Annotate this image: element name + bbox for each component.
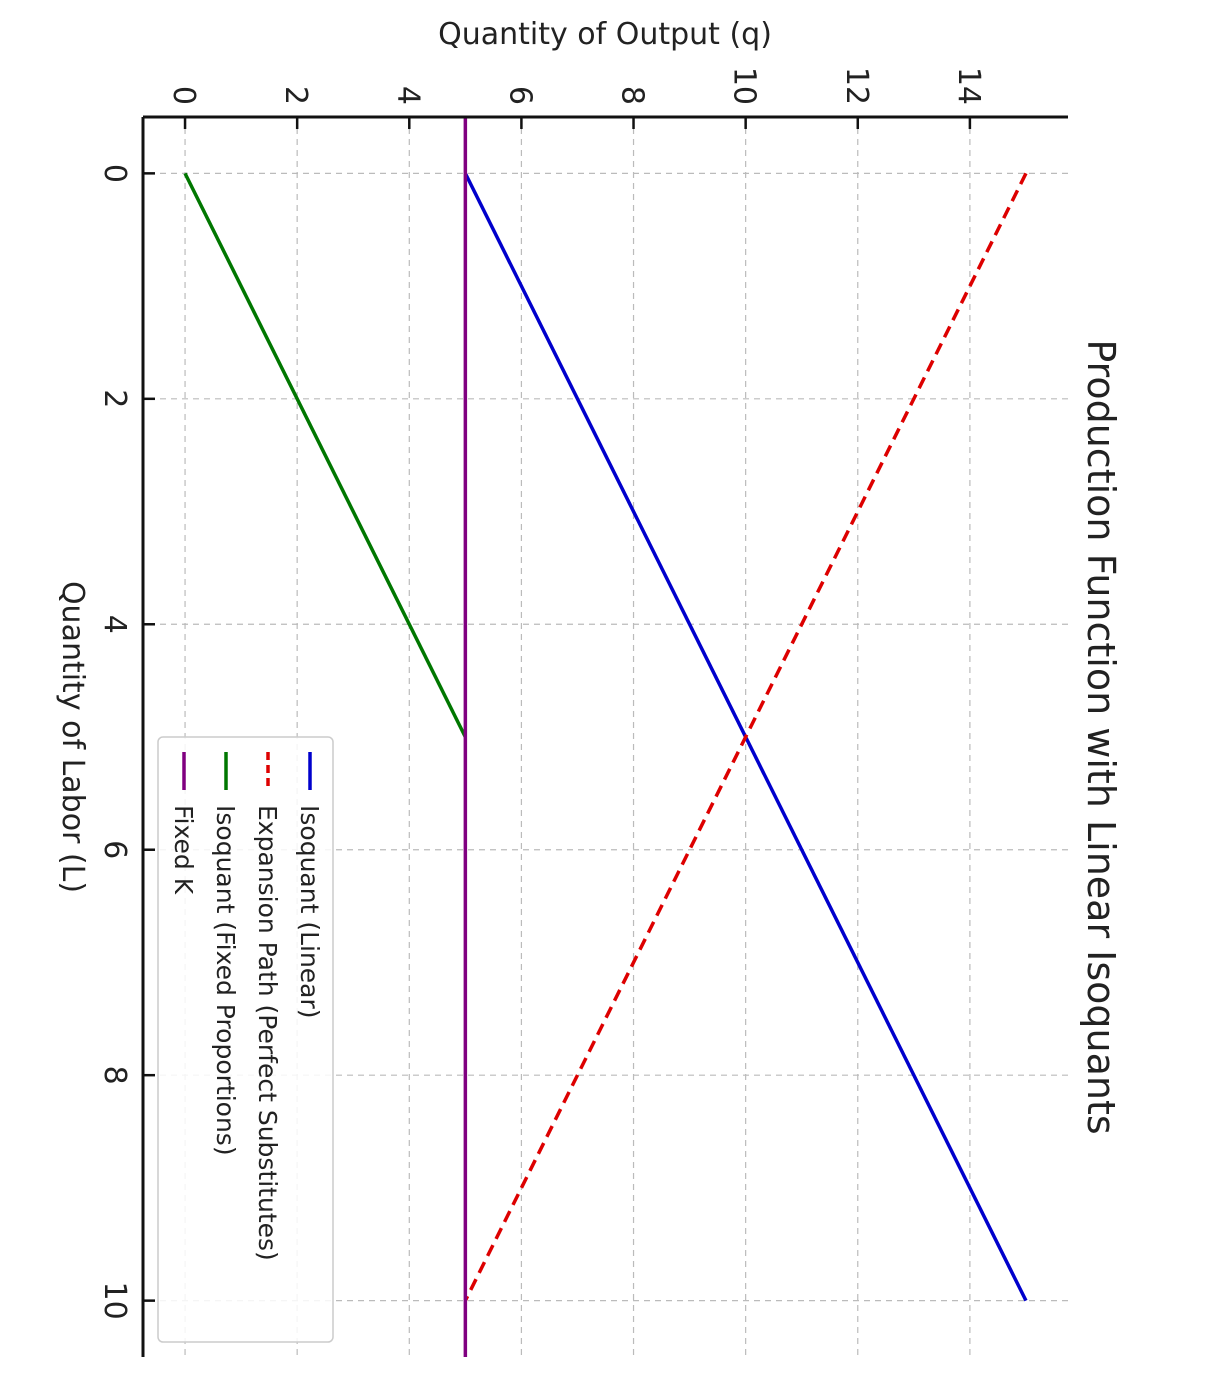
legend-entry: Isoquant (Fixed Proportions) <box>211 805 240 1156</box>
x-tick-label: 4 <box>97 615 132 634</box>
y-tick-label: 10 <box>727 67 762 105</box>
x-tick-label: 0 <box>97 164 132 183</box>
x-tick-label: 10 <box>97 1282 132 1320</box>
x-axis-label: Quantity of Labor (L) <box>55 581 90 893</box>
series-line-2 <box>183 172 467 738</box>
x-tick-label: 2 <box>97 389 132 408</box>
y-tick-label: 6 <box>502 86 537 105</box>
legend-box <box>157 736 334 1343</box>
series-line-1 <box>463 172 1028 1302</box>
x-tick-label: 8 <box>97 1066 132 1085</box>
y-tick-label: 2 <box>278 86 313 105</box>
y-tick-label: 14 <box>951 67 986 105</box>
x-tick-label: 6 <box>97 840 132 859</box>
legend-entry: Fixed K <box>169 805 198 895</box>
y-axis-label: Quantity of Output (q) <box>438 17 772 52</box>
y-tick-label: 4 <box>390 86 425 105</box>
series-lines <box>183 117 1028 1357</box>
y-tick-label: 0 <box>166 86 201 105</box>
axes: 0 2 4 6 8 10 0 2 4 6 8 10 12 14 <box>97 67 1068 1357</box>
legend: Isoquant (Linear) Expansion Path (Perfect… <box>157 736 334 1343</box>
chart-title: Production Function with Linear Isoquant… <box>1079 339 1123 1134</box>
y-tick-label: 12 <box>839 67 874 105</box>
legend-entry: Isoquant (Linear) <box>295 805 324 1019</box>
legend-entry: Expansion Path (Perfect Substitutes) <box>253 805 282 1261</box>
y-tick-label: 8 <box>615 86 650 105</box>
